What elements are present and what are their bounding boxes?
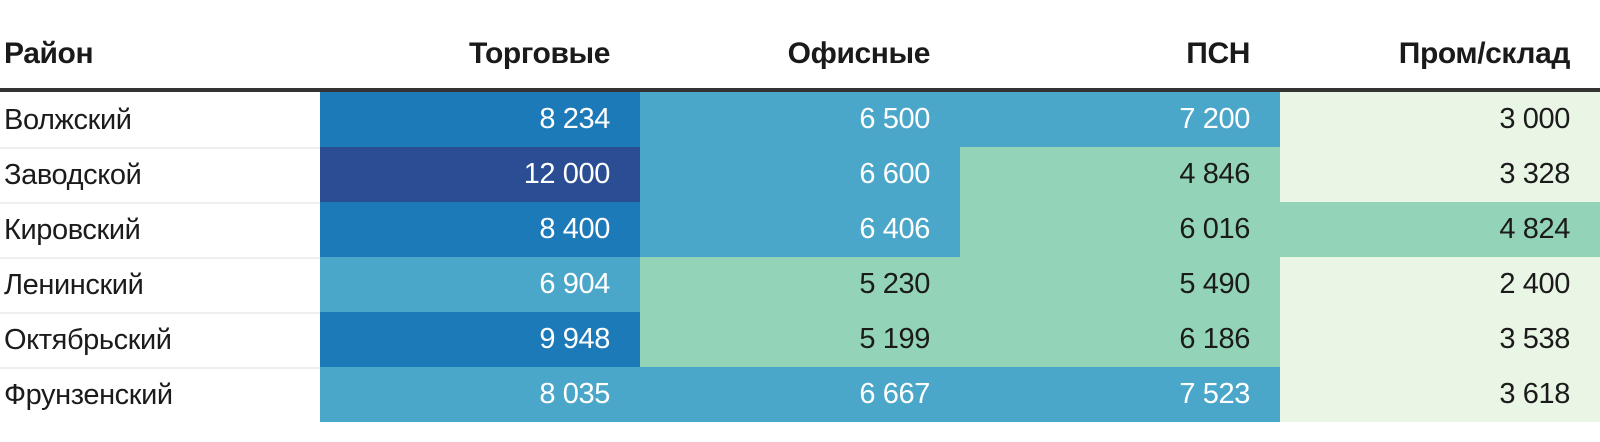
- value-cell: 12 000: [320, 147, 640, 202]
- value-cell: 8 400: [320, 202, 640, 257]
- value-cell: 6 186: [960, 312, 1280, 367]
- value-cell: 9 948: [320, 312, 640, 367]
- table-row: Кировский 8 400 6 406 6 016 4 824: [0, 202, 1600, 257]
- table-row: Октябрьский 9 948 5 199 6 186 3 538: [0, 312, 1600, 367]
- table-row: Заводской 12 000 6 600 4 846 3 328: [0, 147, 1600, 202]
- district-cell: Ленинский: [0, 257, 320, 312]
- value-cell: 4 824: [1280, 202, 1600, 257]
- value-cell: 5 199: [640, 312, 960, 367]
- table-row: Волжский 8 234 6 500 7 200 3 000: [0, 92, 1600, 147]
- value-cell: 6 016: [960, 202, 1280, 257]
- column-header-district: Район: [4, 37, 94, 70]
- value-cell: 3 328: [1280, 147, 1600, 202]
- value-cell: 4 846: [960, 147, 1280, 202]
- district-cell: Волжский: [0, 92, 320, 147]
- district-cell: Октябрьский: [0, 312, 320, 367]
- value-cell: 8 234: [320, 92, 640, 147]
- district-cell: Кировский: [0, 202, 320, 257]
- value-cell: 6 667: [640, 367, 960, 422]
- value-cell: 3 000: [1280, 92, 1600, 147]
- district-cell: Заводской: [0, 147, 320, 202]
- value-cell: 6 500: [640, 92, 960, 147]
- district-prices-heatmap-table: Район Торговые Офисные ПСН Пром/склад Во…: [0, 0, 1600, 422]
- value-cell: 7 200: [960, 92, 1280, 147]
- value-cell: 3 538: [1280, 312, 1600, 367]
- column-header-industrial: Пром/склад: [1398, 37, 1571, 70]
- value-cell: 7 523: [960, 367, 1280, 422]
- table-row: Фрунзенский 8 035 6 667 7 523 3 618: [0, 367, 1600, 422]
- table-header-row: Район Торговые Офисные ПСН Пром/склад: [0, 0, 1600, 92]
- value-cell: 6 600: [640, 147, 960, 202]
- value-cell: 5 230: [640, 257, 960, 312]
- column-header-retail: Торговые: [468, 37, 610, 70]
- column-header-psn: ПСН: [1186, 37, 1250, 70]
- column-header-office: Офисные: [787, 37, 931, 70]
- table-row: Ленинский 6 904 5 230 5 490 2 400: [0, 257, 1600, 312]
- value-cell: 5 490: [960, 257, 1280, 312]
- value-cell: 6 904: [320, 257, 640, 312]
- value-cell: 3 618: [1280, 367, 1600, 422]
- table-body: Волжский 8 234 6 500 7 200 3 000 Заводской 12 …: [0, 92, 1600, 422]
- district-cell: Фрунзенский: [0, 367, 320, 422]
- value-cell: 2 400: [1280, 257, 1600, 312]
- value-cell: 6 406: [640, 202, 960, 257]
- value-cell: 8 035: [320, 367, 640, 422]
